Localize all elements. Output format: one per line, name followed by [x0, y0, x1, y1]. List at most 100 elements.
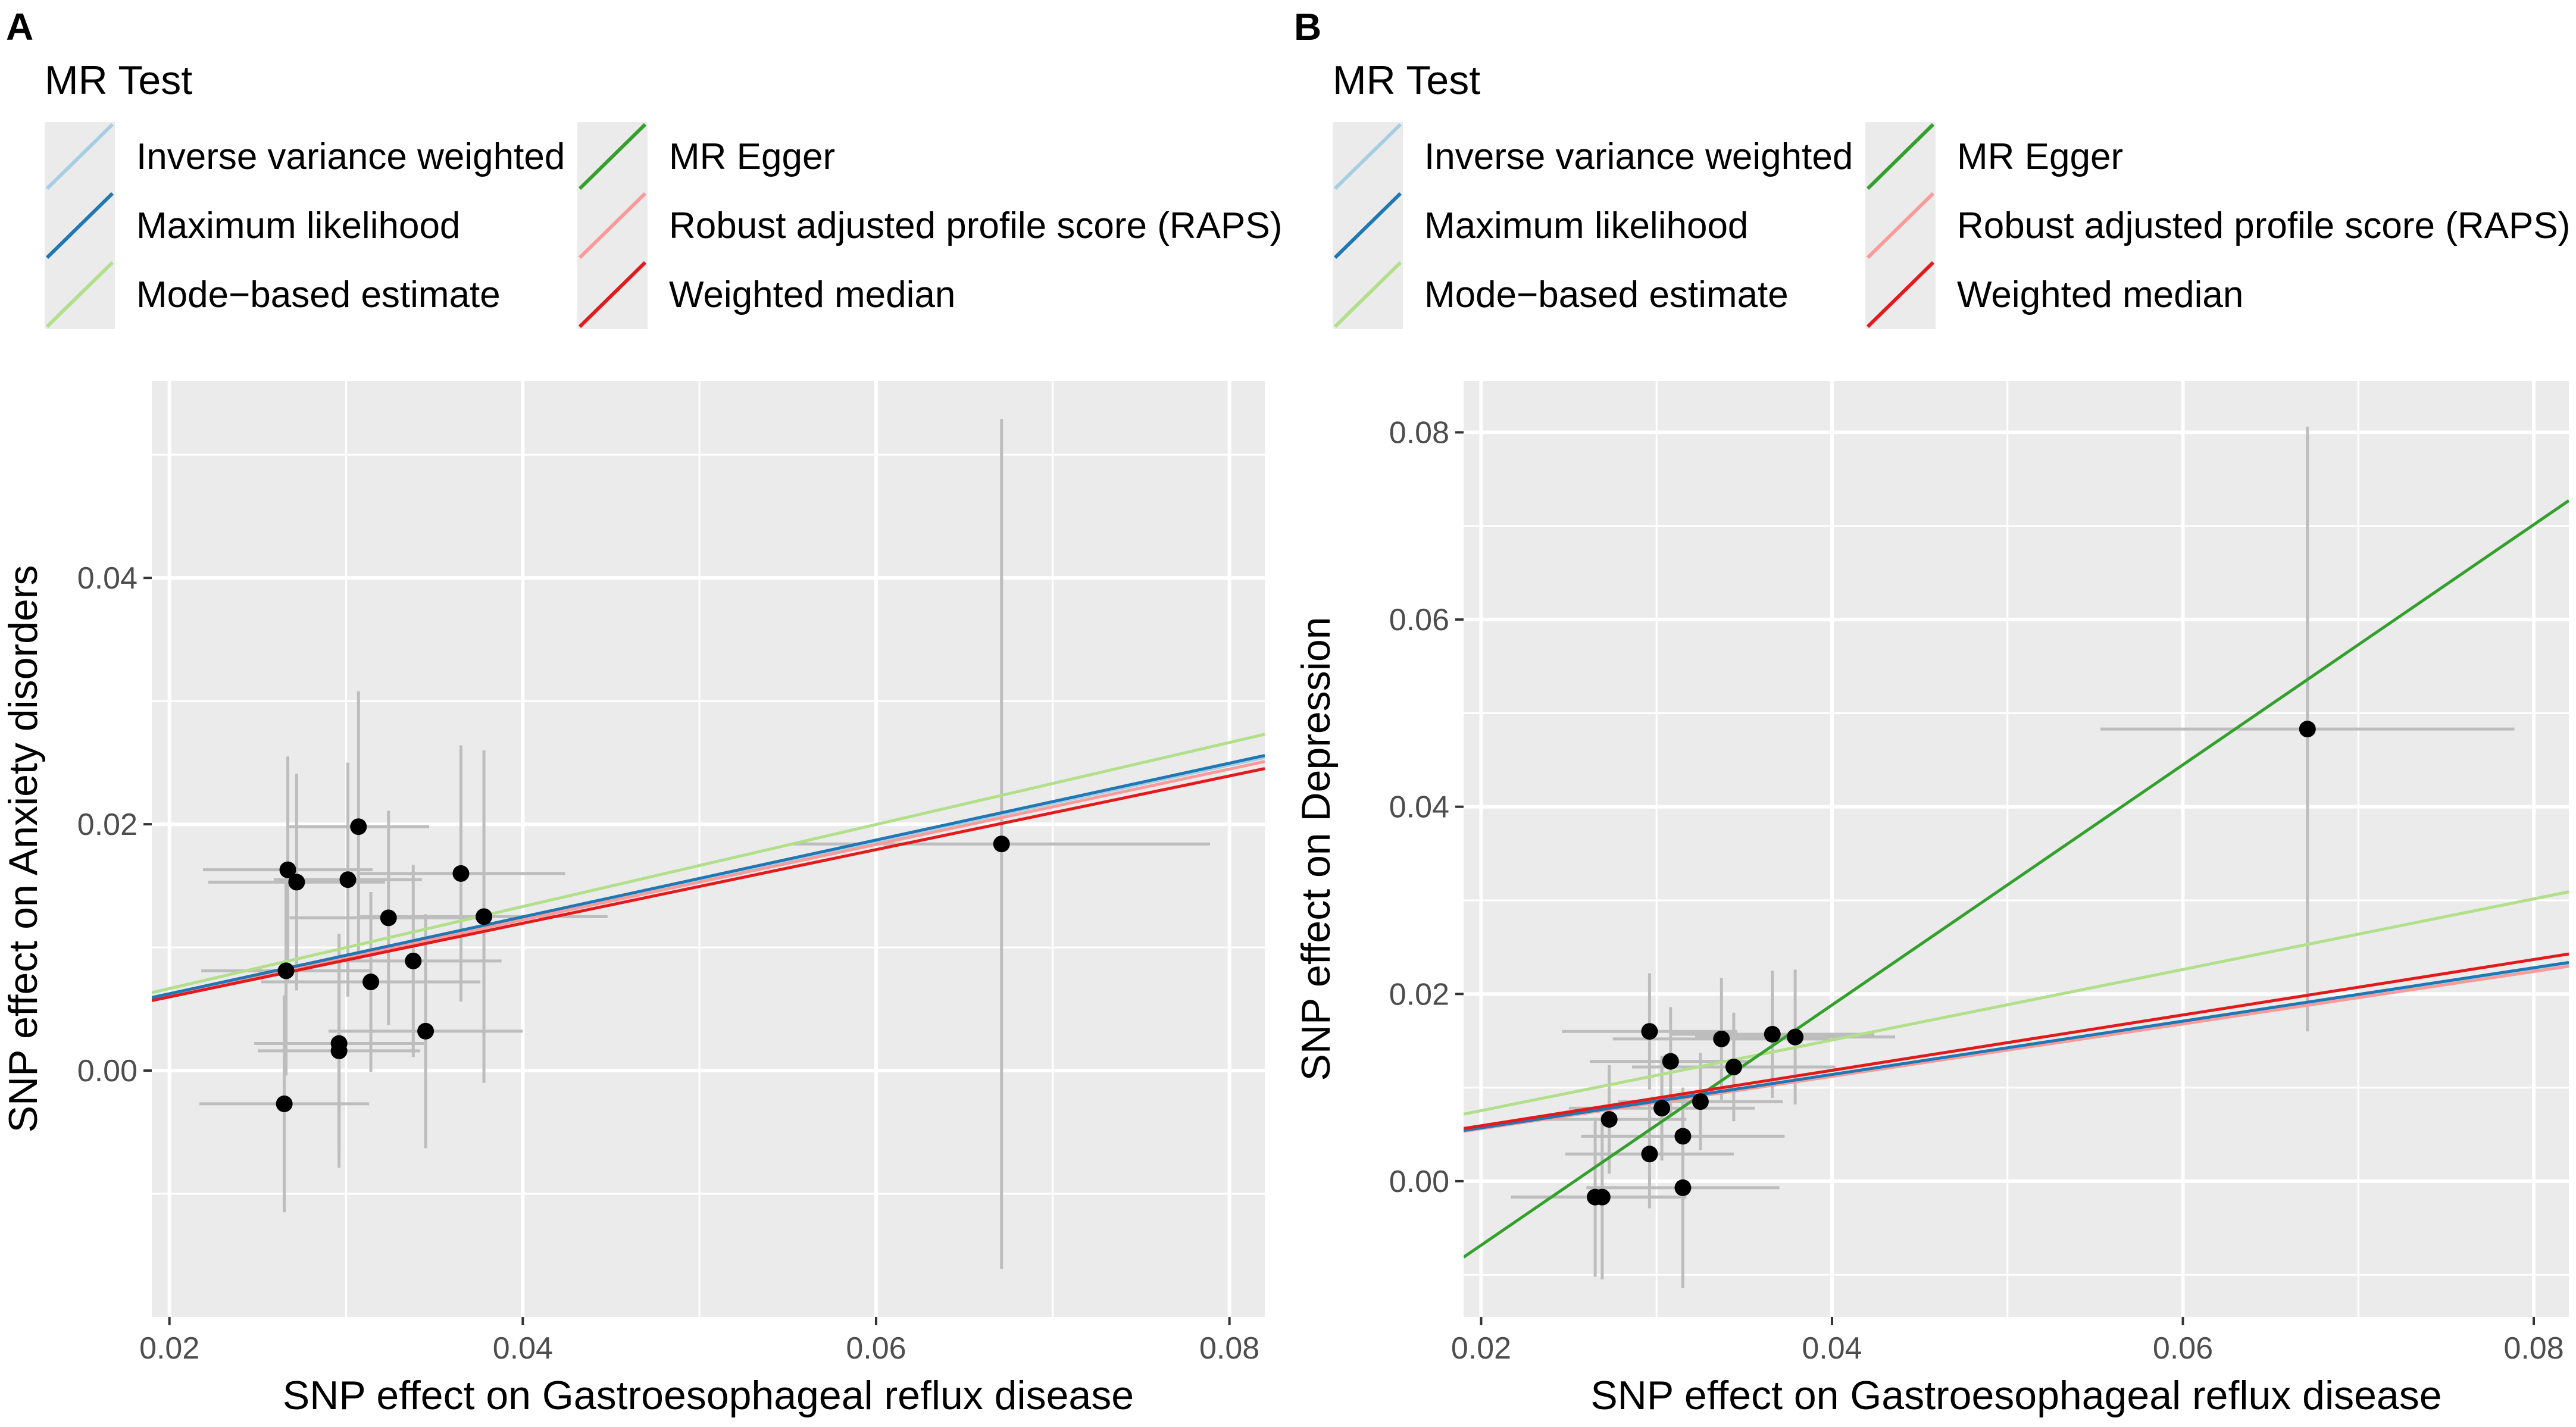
scatter-plot-b: 0.02 0.04 0.06 0.08 0.00 0.02 0.04 0.06 0.08 SNP …	[1293, 381, 2569, 1418]
panel-letter: B	[1294, 5, 1322, 48]
y-axis-title: SNP effect on Depression	[1293, 617, 1339, 1081]
legend-label-ml: Maximum likelihood	[1424, 205, 1749, 246]
legend-key-mode	[1333, 260, 1403, 329]
legend-key-egger	[1865, 122, 1936, 191]
data-point	[1674, 1128, 1692, 1145]
data-point	[1641, 1023, 1658, 1040]
data-point	[1674, 1179, 1692, 1196]
legend-item-raps: Robust adjusted profile score (RAPS)	[1865, 191, 2570, 260]
data-point	[1593, 1188, 1611, 1206]
data-point	[380, 909, 397, 927]
data-point	[330, 1042, 348, 1059]
y-tick-label: 0.02	[1389, 977, 1449, 1012]
x-tick-label: 0.02	[139, 1331, 199, 1366]
y-tick-label: 0.02	[77, 808, 137, 842]
fit-line	[152, 760, 1265, 1001]
data-point	[417, 1022, 434, 1040]
data-point	[2299, 721, 2316, 738]
legend-key-raps	[577, 191, 648, 260]
plot-layer	[152, 419, 1265, 1269]
data-point	[339, 871, 357, 888]
legend-key-wm	[1865, 260, 1936, 329]
y-tick-label: 0.06	[1389, 603, 1449, 637]
data-point	[476, 908, 493, 925]
legend-key-ivw	[1333, 122, 1403, 191]
legend-key-wm	[577, 260, 648, 329]
legend-key-egger	[577, 122, 648, 191]
legend-item-raps: Robust adjusted profile score (RAPS)	[577, 191, 1282, 260]
data-point	[993, 835, 1010, 853]
legend-title: MR Test	[1333, 58, 1481, 103]
legend-item-mode: Mode−based estimate	[1333, 260, 1789, 329]
data-point	[1600, 1111, 1618, 1128]
legend-label-wm: Weighted median	[669, 274, 956, 315]
legend-label-egger: MR Egger	[669, 136, 836, 177]
legend-key-ivw	[45, 122, 115, 191]
legend-label-egger: MR Egger	[1957, 136, 2124, 177]
data-point	[1662, 1053, 1679, 1070]
fit-line	[152, 733, 1265, 994]
fit-line	[1464, 960, 2569, 1132]
legend-key-raps	[1865, 191, 1936, 260]
x-tick-label: 0.08	[2503, 1331, 2564, 1366]
data-point	[1713, 1030, 1730, 1047]
legend-label-raps: Robust adjusted profile score (RAPS)	[1957, 205, 2571, 246]
x-tick-label: 0.06	[2153, 1331, 2213, 1366]
data-point	[1641, 1146, 1658, 1163]
data-point	[350, 818, 367, 835]
data-point	[1764, 1025, 1781, 1043]
fit-line	[1464, 890, 2569, 1116]
data-point	[452, 865, 470, 882]
legend-item-wm: Weighted median	[577, 260, 955, 329]
plot-background	[152, 381, 1265, 1317]
data-point	[1653, 1100, 1671, 1117]
legend-item-egger: MR Egger	[577, 122, 835, 191]
panel-b: B MR Test Inverse variance weighted Maxi…	[1288, 0, 2576, 1427]
legend-key-mode	[45, 260, 115, 329]
legend: Inverse variance weighted Maximum likeli…	[45, 122, 1283, 336]
legend-item-ivw: Inverse variance weighted	[45, 122, 565, 191]
legend-label-mode: Mode−based estimate	[136, 274, 501, 315]
x-tick-label: 0.04	[493, 1331, 553, 1366]
y-tick-label: 0.00	[77, 1054, 137, 1088]
fit-line	[152, 767, 1265, 1002]
y-tick-label: 0.08	[1389, 416, 1449, 450]
x-axis-title: SNP effect on Gastroesophageal reflux di…	[1590, 1373, 2441, 1418]
legend-item-ml: Maximum likelihood	[45, 191, 460, 260]
x-tick-label: 0.06	[846, 1331, 906, 1366]
fit-line	[1464, 499, 2569, 1259]
x-axis-title: SNP effect on Gastroesophageal reflux di…	[283, 1373, 1134, 1418]
data-point	[1787, 1028, 1804, 1046]
x-tick-label: 0.04	[1802, 1331, 1862, 1366]
data-point	[1725, 1059, 1742, 1076]
legend-label-mode: Mode−based estimate	[1424, 274, 1789, 315]
legend-title: MR Test	[45, 58, 193, 103]
data-point	[288, 874, 305, 891]
legend: Inverse variance weighted Maximum likeli…	[1333, 122, 2571, 336]
x-tick-label: 0.08	[1199, 1331, 1259, 1366]
y-axis-title: SNP effect on Anxiety disorders	[1, 565, 46, 1133]
legend-label-ivw: Inverse variance weighted	[136, 136, 565, 177]
data-point	[279, 861, 296, 878]
panel-a: A MR Test Inverse variance weighted Maxi…	[1, 5, 1283, 1418]
y-tick-label: 0.04	[1389, 790, 1449, 825]
legend-label-ivw: Inverse variance weighted	[1424, 136, 1853, 177]
data-point	[277, 962, 295, 980]
legend-label-ml: Maximum likelihood	[136, 205, 461, 246]
scatter-plot-a: 0.02 0.04 0.06 0.08 0.00 0.02 0.04 SNP effect o…	[1, 381, 1265, 1418]
legend-item-ivw: Inverse variance weighted	[1333, 122, 1853, 191]
fit-line	[152, 754, 1265, 999]
plot-background	[1464, 381, 2569, 1317]
data-point	[405, 952, 422, 969]
legend-key-ml	[45, 191, 115, 260]
legend-item-mode: Mode−based estimate	[45, 260, 501, 329]
legend-label-raps: Robust adjusted profile score (RAPS)	[669, 205, 1283, 246]
data-point	[1692, 1093, 1709, 1110]
y-tick-label: 0.00	[1389, 1165, 1449, 1199]
legend-label-wm: Weighted median	[1957, 274, 2244, 315]
legend-item-egger: MR Egger	[1865, 122, 2123, 191]
legend-item-ml: Maximum likelihood	[1333, 191, 1748, 260]
legend-key-ml	[1333, 191, 1403, 260]
panel-letter: A	[6, 5, 34, 48]
fit-line	[1464, 952, 2569, 1130]
